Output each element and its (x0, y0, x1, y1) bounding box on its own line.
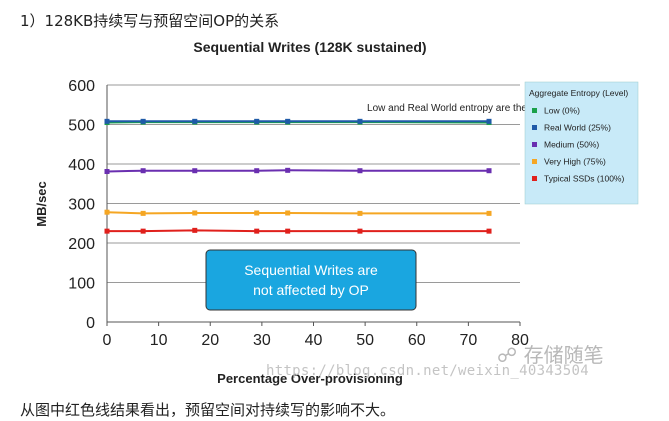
data-point (254, 210, 260, 216)
x-tick-label: 30 (253, 332, 271, 349)
legend-entry: Typical SSDs (100%) (544, 174, 624, 184)
series-very-high-75 (104, 209, 492, 216)
legend-swatch (532, 176, 537, 181)
chart-container: Sequential Writes (128K sustained) 0 100 2… (20, 30, 639, 386)
data-point (285, 228, 291, 234)
watermark-logo: ☍ 存储随笔 (497, 339, 604, 368)
x-tick-label: 10 (150, 332, 168, 349)
legend-title: Aggregate Entropy (Level) (529, 88, 628, 98)
x-tick-label: 40 (305, 332, 323, 349)
chart-title: Sequential Writes (128K sustained) (193, 39, 426, 55)
data-point (486, 228, 492, 234)
x-tick-label: 80 (511, 332, 529, 349)
legend-swatch (532, 142, 537, 147)
watermark-url: https://blog.csdn.net/weixin_40343504 (266, 363, 589, 379)
data-point (357, 168, 363, 174)
annotation-low-realworld: Low and Real World entropy are the same … (367, 103, 577, 114)
data-point (104, 169, 110, 175)
x-axis-label: Percentage Over-provisioning (217, 371, 403, 386)
legend-items: Low (0%) Real World (25%) Medium (50%) Very… (532, 106, 624, 184)
x-tick-label: 60 (408, 332, 426, 349)
sequential-writes-chart: Sequential Writes (128K sustained) 01002… (34, 39, 639, 386)
legend-swatch (532, 159, 537, 164)
clipped-previous-line (20, 0, 580, 6)
data-point (104, 209, 110, 215)
legend-entry: Medium (50%) (544, 140, 599, 150)
data-point (357, 228, 363, 234)
legend-swatch (532, 108, 537, 113)
axis-layer: 0 100 200 300 400 500 600 0 10 20 30 40 50 60 70 80 (68, 78, 529, 349)
y-tick-label: 500 (68, 118, 95, 135)
data-point (254, 228, 260, 234)
y-tick-label: 300 (68, 197, 95, 214)
y-tick-label: 200 (68, 236, 95, 253)
data-point (357, 210, 363, 216)
data-point (104, 228, 110, 234)
footer-text: 从图中红色线结果看出，预留空间对持续写的影响不大。 (20, 401, 396, 419)
wechat-icon: ☍ (497, 343, 518, 367)
series-medium-50 (104, 167, 492, 175)
legend-swatch (532, 125, 537, 130)
y-tick-label: 600 (68, 78, 95, 95)
data-point (357, 118, 363, 124)
series-real-world-25 (104, 118, 492, 124)
data-point (192, 168, 198, 174)
data-point (140, 210, 146, 216)
data-point (140, 228, 146, 234)
data-point (254, 118, 260, 124)
legend-entry: Low (0%) (544, 106, 580, 116)
annotation-box-line-2: not affected by OP (253, 282, 369, 298)
legend-entry: Very High (75%) (544, 157, 606, 167)
watermark-name: 存储随笔 (523, 343, 604, 367)
legend-entry: Real World (25%) (544, 123, 611, 133)
y-tick-label: 100 (68, 276, 95, 293)
data-point (192, 227, 198, 233)
y-tick-label: 0 (86, 315, 95, 332)
y-axis-label: MB/sec (34, 181, 49, 227)
section-title: 1）128KB持续写与预留空间OP的关系 (20, 12, 280, 30)
data-point (285, 118, 291, 124)
data-point (104, 118, 110, 124)
series-typical-ssds-100 (104, 227, 492, 234)
data-point (192, 118, 198, 124)
y-tick-label: 400 (68, 157, 95, 174)
series-layer (104, 118, 492, 234)
data-point (192, 210, 198, 216)
data-point (285, 167, 291, 173)
data-point (140, 118, 146, 124)
data-point (140, 168, 146, 174)
x-tick-label: 50 (356, 332, 374, 349)
series-line (106, 169, 489, 173)
legend-box (524, 81, 639, 205)
series-line (107, 229, 489, 233)
x-tick-label: 70 (459, 332, 477, 349)
annotation-box-line-1: Sequential Writes are (244, 262, 378, 278)
legend: Aggregate Entropy (Level) Low (0%) Real W… (524, 81, 639, 205)
x-tick-label: 0 (103, 332, 112, 349)
x-tick-label: 20 (201, 332, 219, 349)
data-point (486, 210, 492, 216)
data-point (486, 118, 492, 124)
data-point (285, 210, 291, 216)
data-point (254, 168, 260, 174)
data-point (486, 168, 492, 174)
annotation-box: Sequential Writes are not affected by OP (205, 249, 417, 311)
